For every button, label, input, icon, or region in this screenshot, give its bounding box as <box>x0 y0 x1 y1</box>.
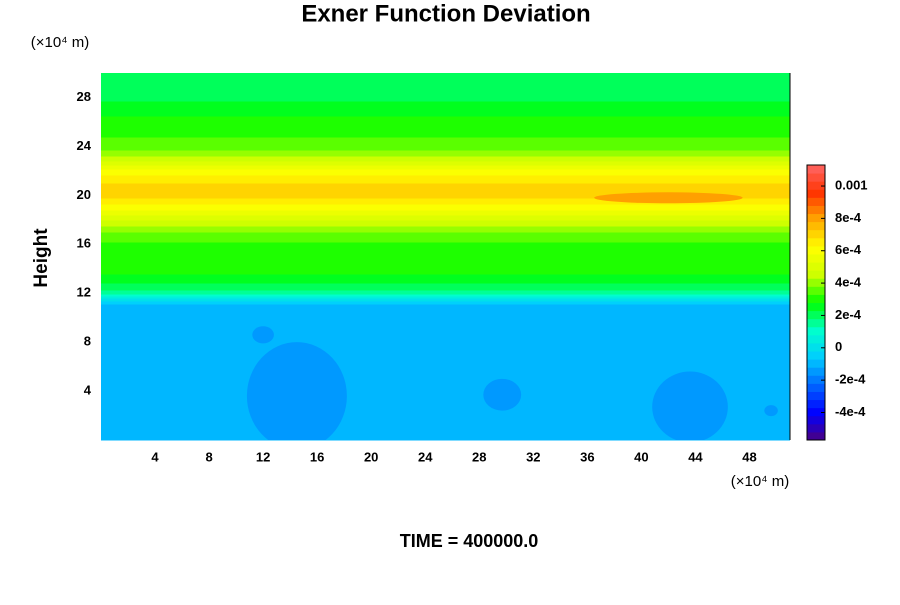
colorbar-band <box>807 221 825 231</box>
contour-cell <box>252 326 274 344</box>
contour-cell <box>483 378 522 411</box>
contour-band <box>101 169 790 176</box>
contour-band <box>101 204 790 211</box>
colorbar-band <box>807 294 825 303</box>
colorbar-tick-label: 4e-4 <box>835 275 862 290</box>
x-tick-label: 32 <box>526 449 540 464</box>
contour-band <box>101 150 790 157</box>
colorbar-band <box>807 262 825 271</box>
colorbar-band <box>807 415 825 425</box>
colorbar-band <box>807 431 825 441</box>
colorbar-band <box>807 407 825 417</box>
x-tick-label: 12 <box>256 449 270 464</box>
contour-band <box>101 116 790 138</box>
contour-band <box>101 283 790 291</box>
contour-cell <box>246 342 347 440</box>
contour-band <box>101 161 790 166</box>
colorbar-band <box>807 165 825 174</box>
colorbar-tick-label: 0 <box>835 339 842 354</box>
x-tick-label: 16 <box>310 449 324 464</box>
x-tick-label: 8 <box>205 449 212 464</box>
contour-band <box>101 296 790 299</box>
x-tick-label: 40 <box>634 449 648 464</box>
contour-band <box>101 274 790 284</box>
colorbar-band <box>807 302 825 312</box>
contour-band <box>101 165 790 170</box>
colorbar-band <box>807 391 825 401</box>
time-label: TIME = 400000.0 <box>400 531 539 551</box>
x-tick-label: 36 <box>580 449 594 464</box>
y-tick-label: 20 <box>77 187 91 202</box>
colorbar-tick-label: 0.001 <box>835 177 868 192</box>
colorbar-band <box>807 237 825 247</box>
contour-band <box>101 198 790 205</box>
colorbar-band <box>807 310 825 320</box>
colorbar-band <box>807 229 825 239</box>
x-tick-label: 48 <box>742 449 756 464</box>
contour-cell <box>594 192 743 204</box>
x-tick-label: 24 <box>418 449 433 464</box>
colorbar-tick-label: -4e-4 <box>835 404 866 419</box>
colorbar-band <box>807 383 825 392</box>
contour-band <box>101 210 790 216</box>
colorbar-band <box>807 173 825 182</box>
contour-band <box>101 301 790 305</box>
colorbar-band <box>807 245 825 255</box>
y-tick-label: 4 <box>84 383 92 398</box>
contour-cell <box>652 371 728 440</box>
x-unit: (×10⁴ m) <box>731 473 790 490</box>
colorbar-band <box>807 270 825 279</box>
contour-band <box>101 175 790 184</box>
contour-band <box>101 220 790 227</box>
colorbar-band <box>807 286 825 295</box>
x-tick-label: 44 <box>688 449 703 464</box>
contour-band <box>101 232 790 243</box>
x-tick-label: 4 <box>151 449 159 464</box>
y-tick-label: 8 <box>84 334 91 349</box>
y-tick-label: 28 <box>77 89 91 104</box>
contour-band <box>101 298 790 302</box>
x-tick-label: 20 <box>364 449 378 464</box>
x-tick-label: 28 <box>472 449 486 464</box>
contour-band <box>101 215 790 221</box>
y-axis-label: Height <box>31 228 52 288</box>
colorbar-band <box>807 367 825 376</box>
contour-band <box>101 137 790 151</box>
colorbar-tick-label: 2e-4 <box>835 307 862 322</box>
contour-band <box>101 290 790 295</box>
contour-band <box>101 156 790 162</box>
colorbar-band <box>807 278 825 287</box>
colorbar-band <box>807 351 825 360</box>
y-tick-label: 24 <box>77 138 92 153</box>
colorbar-band <box>807 399 825 409</box>
y-unit: (×10⁴ m) <box>31 34 90 51</box>
contour-band <box>101 226 790 233</box>
colorbar-band <box>807 213 825 223</box>
contour-band <box>101 294 790 297</box>
colorbar-band <box>807 181 825 190</box>
chart-title: Exner Function Deviation <box>301 0 590 27</box>
colorbar-band <box>807 375 825 384</box>
colorbar-tick-label: -2e-4 <box>835 372 866 387</box>
y-tick-label: 12 <box>77 285 91 300</box>
colorbar-band <box>807 359 825 368</box>
colorbar-band <box>807 342 825 352</box>
contour-band <box>101 242 790 275</box>
colorbar-band <box>807 318 825 328</box>
colorbar-band <box>807 253 825 263</box>
y-tick-label: 16 <box>77 236 91 251</box>
colorbar-band <box>807 326 825 336</box>
contour-band <box>101 73 790 102</box>
colorbar-tick-label: 6e-4 <box>835 242 862 257</box>
colorbar-band <box>807 189 825 198</box>
colorbar-frame <box>806 164 826 441</box>
contour-band <box>101 101 790 117</box>
colorbar-band <box>807 197 825 206</box>
colorbar-band <box>807 423 825 433</box>
colorbar-band <box>807 334 825 344</box>
contour-cell <box>764 405 778 417</box>
colorbar-tick-label: 8e-4 <box>835 210 862 225</box>
colorbar-band <box>807 205 825 215</box>
